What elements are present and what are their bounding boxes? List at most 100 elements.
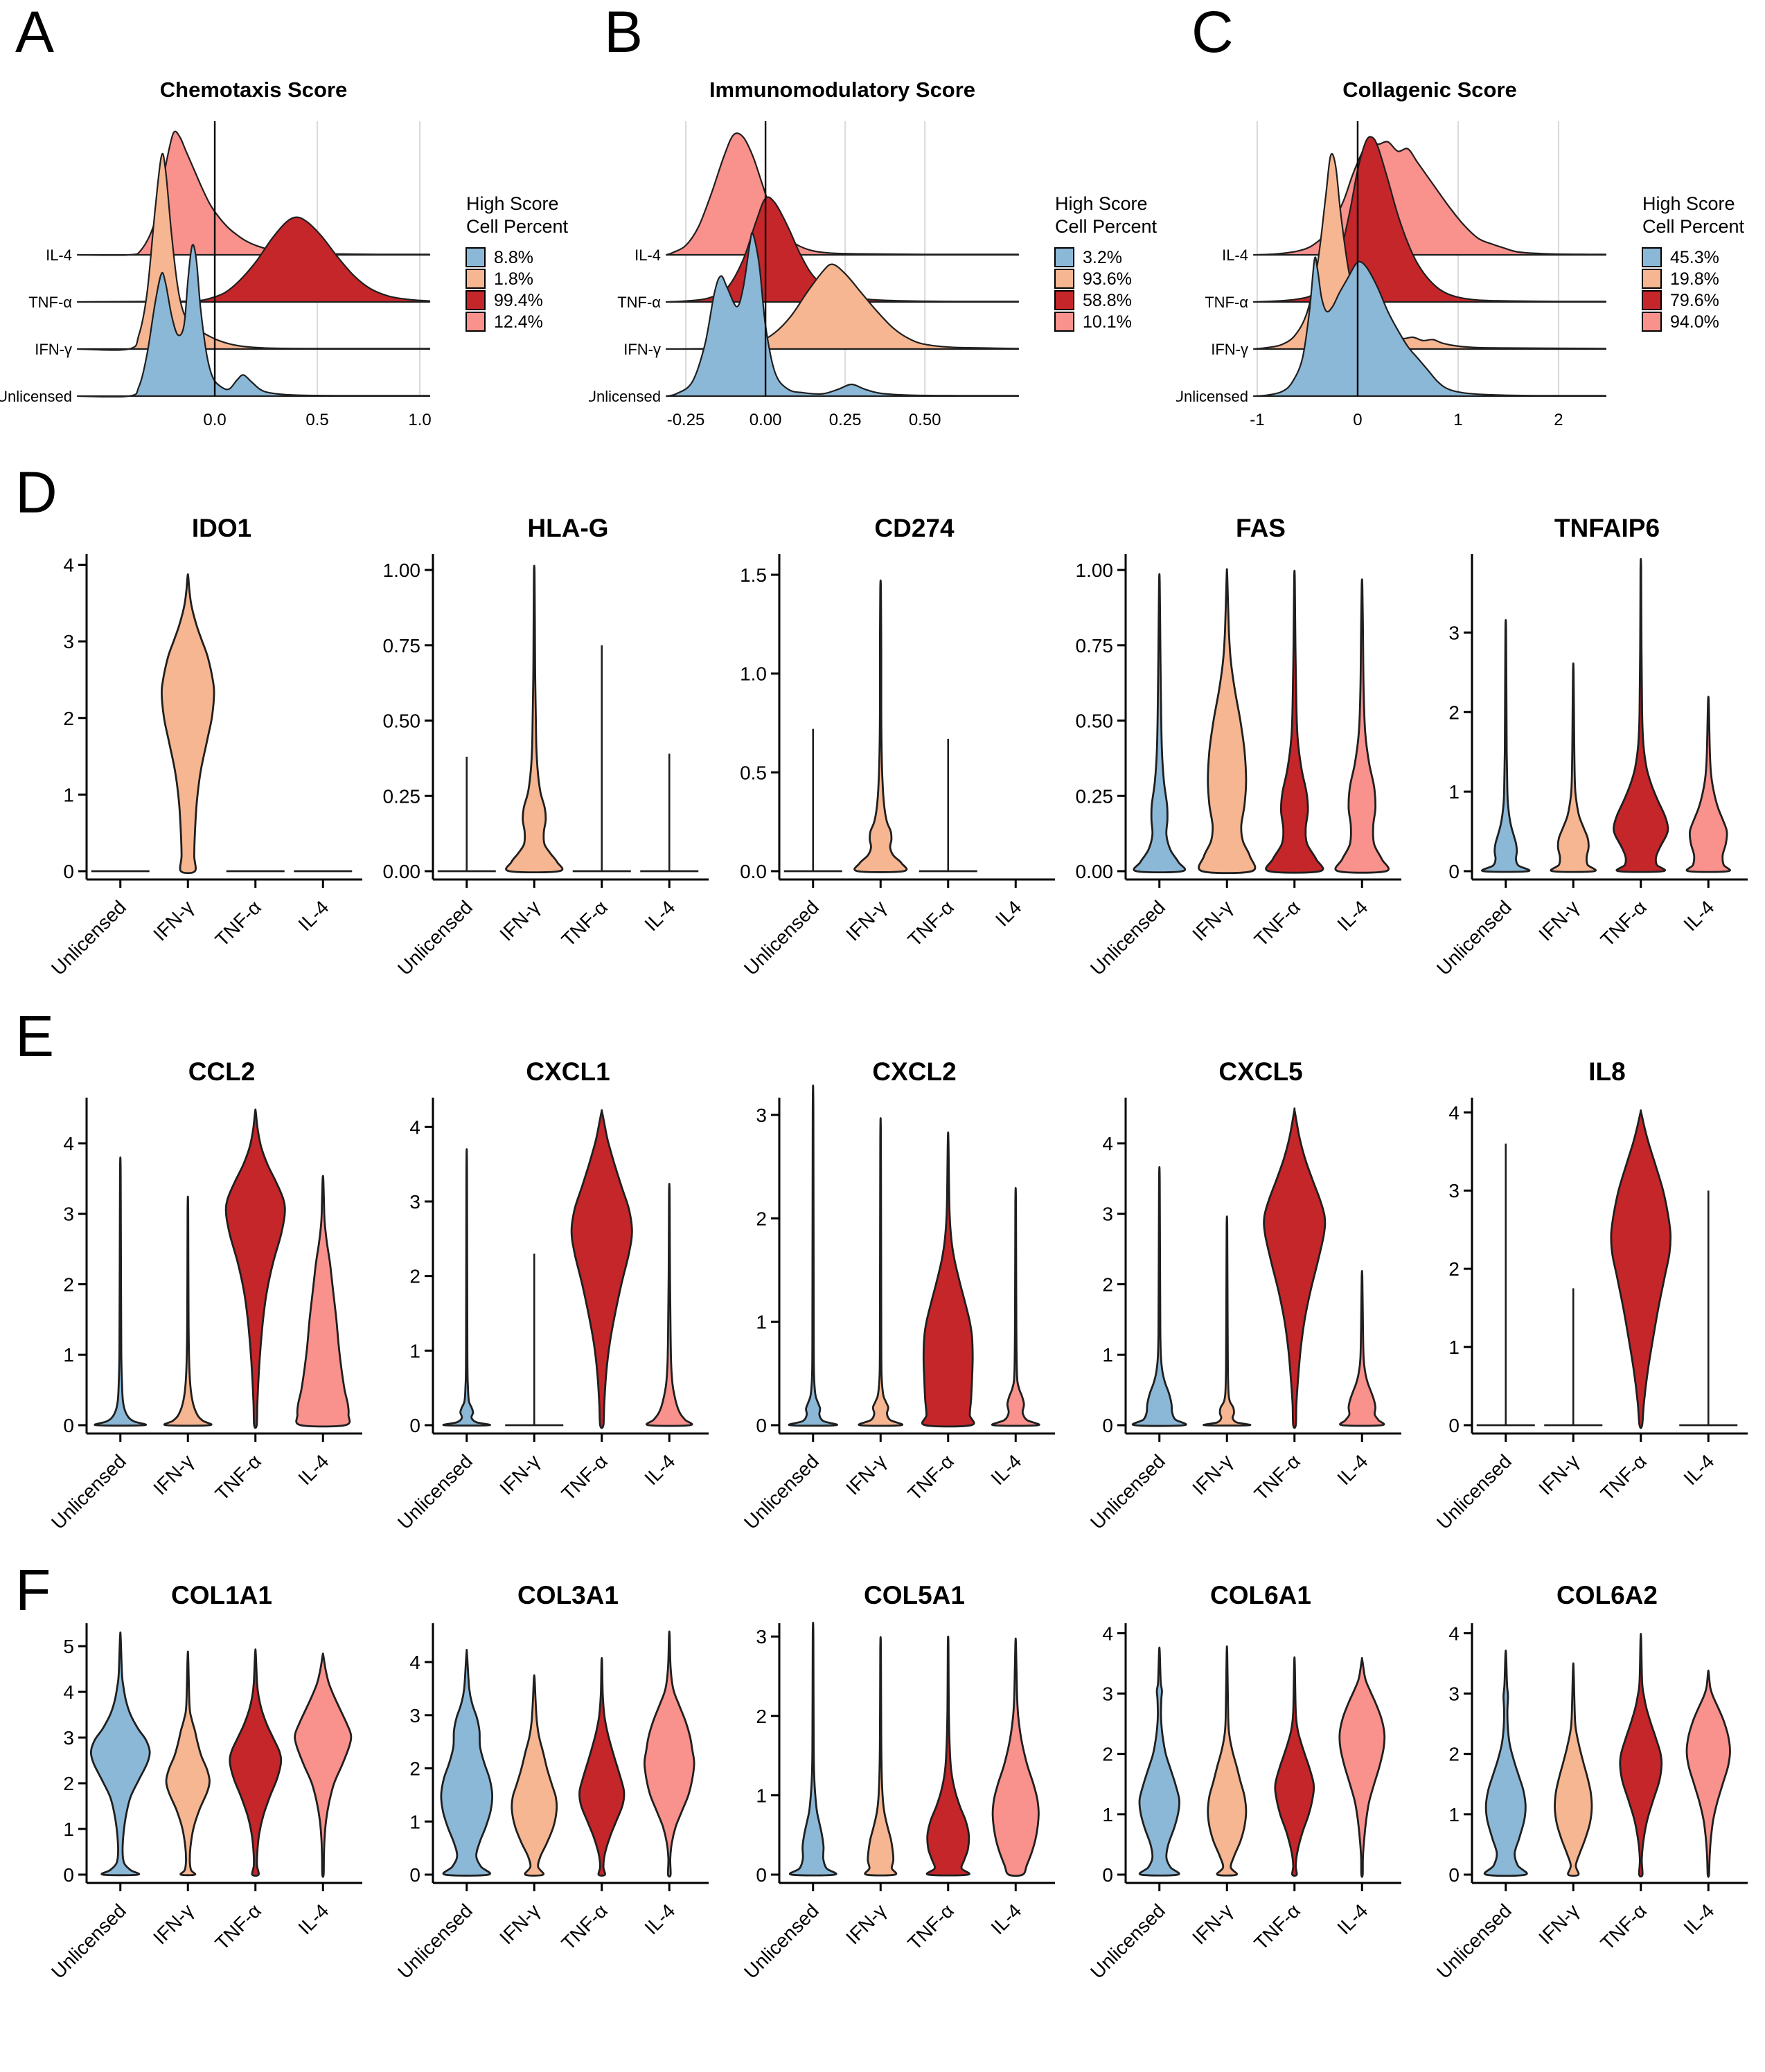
y-tick-label: 1.00: [383, 560, 421, 581]
x-category-label: IL-4: [1679, 896, 1718, 935]
y-tick-label: 0.00: [383, 861, 421, 882]
violin-TNF-α: [1274, 1656, 1315, 1877]
y-tick-label: 2: [756, 1706, 767, 1727]
x-category-label: IFN-γ: [842, 1900, 890, 1948]
x-category-label: TNF-α: [1597, 1900, 1651, 1954]
panel-E: E 0 1 2 3 4 Unlicensed IFN-γ TNF-α IL-4 CCL2 0 1 2 3 4…: [0, 1004, 1765, 1558]
ridge-density-Unlicensed: [665, 232, 1020, 398]
legend-label: 93.6%: [1083, 269, 1132, 289]
y-tick-label: 0: [63, 861, 74, 882]
violin-subplot-COL6A2: 0 1 2 3 4 Unlicensed IFN-γ TNF-α IL-4 COL6A2: [1406, 1561, 1753, 2070]
y-tick-label: 0.25: [383, 785, 421, 807]
legend-label: 12.4%: [494, 312, 543, 332]
x-tick-label: 0.5: [305, 411, 328, 429]
violin-IFN-γ: [1207, 1645, 1248, 1877]
x-category-label: TNF-α: [904, 896, 958, 950]
x-tick-label: -0.25: [667, 411, 705, 429]
legend-title-line: High Score: [466, 193, 559, 214]
violin-TNF-α: [921, 1131, 975, 1428]
y-tick-label: 2: [1102, 1744, 1113, 1765]
legend-label: 19.8%: [1670, 269, 1719, 289]
y-tick-label: 0.25: [1076, 785, 1114, 807]
y-tick-label: 0: [1102, 1415, 1113, 1436]
violin-TNF-α: [1610, 1109, 1672, 1429]
legend-label: 3.2%: [1083, 248, 1122, 267]
ridge-density-Unlicensed: [76, 244, 431, 398]
x-category-label: Unlicensed: [1086, 896, 1169, 979]
ridge-category-label: TNF-α: [617, 294, 661, 311]
ridge-density-IL-4: [1252, 139, 1607, 256]
x-category-label: IFN-γ: [1188, 896, 1236, 945]
chart-title: FAS: [1236, 514, 1286, 542]
violin-IFN-γ: [858, 1117, 904, 1427]
y-tick-label: 1: [63, 1819, 74, 1840]
violin-Unlicensed: [94, 1156, 147, 1427]
panel-A-ridge-chart: Chemotaxis Score IL-4 TNF-α IFN-γ Unlicensed…: [0, 0, 589, 457]
violin-Unlicensed: [89, 1631, 151, 1877]
y-tick-label: 0.00: [1076, 861, 1114, 882]
panel-F-letter: F: [15, 1557, 51, 1623]
y-tick-label: 4: [1102, 1133, 1113, 1154]
violin-Unlicensed: [442, 1148, 491, 1427]
y-tick-label: 2: [63, 1274, 74, 1295]
ridge-category-label: IFN-γ: [35, 341, 72, 358]
ridge-category-label: TNF-α: [28, 294, 72, 311]
ridge-density-IL-4: [76, 130, 431, 256]
x-category-label: Unlicensed: [1433, 1450, 1516, 1533]
chart-title: CCL2: [188, 1057, 256, 1086]
violin-chart-COL6A1: 0 1 2 3 4 Unlicensed IFN-γ TNF-α IL-4 COL6A1: [1086, 1581, 1401, 1983]
violin-IL-4: [991, 1637, 1040, 1877]
ridge-density-Unlicensed: [1252, 256, 1607, 398]
x-category-label: IL-4: [640, 1900, 679, 1938]
y-tick-label: 3: [756, 1626, 767, 1647]
panel-C-ridge-chart: Collagenic Score IL-4 TNF-α IFN-γ Unlicensed…: [1176, 0, 1765, 457]
y-tick-label: 4: [409, 1652, 420, 1673]
y-tick-label: 1.00: [1076, 560, 1114, 581]
x-category-label: IL-4: [986, 1450, 1025, 1489]
violin-IL-4: [1685, 695, 1731, 873]
violin-TNF-α: [578, 1656, 626, 1877]
legend-label: 99.4%: [494, 291, 543, 310]
y-tick-label: 0: [1448, 861, 1460, 882]
ridge-category-label: Unlicensed: [0, 388, 72, 405]
y-tick-label: 4: [1448, 1102, 1460, 1123]
violin-Unlicensed: [788, 1621, 837, 1877]
legend-swatch-peach: [1642, 269, 1662, 289]
violin-chart-IL8: 0 1 2 3 4 Unlicensed IFN-γ TNF-α IL-4 IL8: [1433, 1057, 1748, 1533]
x-category-label: IL-4: [640, 1450, 679, 1489]
violin-Unlicensed: [440, 1648, 494, 1877]
y-tick-label: 3: [1448, 1180, 1460, 1202]
x-category-label: TNF-α: [558, 1900, 612, 1954]
y-tick-label: 0: [1448, 1415, 1460, 1436]
y-tick-label: 2: [1448, 702, 1460, 723]
legend-swatch-pink: [465, 312, 486, 332]
x-tick-label: 0: [1353, 411, 1362, 429]
y-tick-label: 3: [1102, 1684, 1113, 1705]
violin-Unlicensed: [1483, 1650, 1528, 1877]
x-category-label: Unlicensed: [47, 896, 130, 979]
violin-TNF-α: [1263, 1107, 1327, 1429]
legend-title-line: High Score: [1642, 193, 1735, 214]
ridge-category-label: Unlicensed: [1176, 388, 1248, 405]
legend-swatch-blue: [465, 247, 486, 267]
y-tick-label: 0.5: [740, 762, 767, 783]
x-category-label: Unlicensed: [740, 896, 823, 979]
y-tick-label: 0: [1102, 1864, 1113, 1886]
legend-title-line: Cell Percent: [466, 216, 569, 237]
violin-Unlicensed: [1481, 619, 1531, 873]
chart-title: CD274: [874, 514, 955, 542]
y-tick-label: 1: [409, 1340, 420, 1361]
y-tick-label: 3: [63, 1204, 74, 1225]
x-tick-label: 2: [1554, 411, 1563, 429]
violin-chart-HLA-G: 0.00 0.25 0.50 0.75 1.00 Unlicensed IFN-γ TNF-α…: [383, 514, 709, 979]
y-tick-label: 2: [409, 1266, 420, 1287]
violin-subplot-CXCL5: 0 1 2 3 4 Unlicensed IFN-γ TNF-α IL-4 CXCL5: [1060, 1008, 1406, 1555]
y-tick-label: 1: [63, 784, 74, 805]
x-tick-label: -1: [1250, 411, 1264, 429]
x-category-label: IL-4: [1333, 1450, 1372, 1489]
x-category-label: IFN-γ: [149, 896, 197, 945]
x-category-label: Unlicensed: [740, 1900, 823, 1983]
violin-chart-TNFAIP6: 0 1 2 3 Unlicensed IFN-γ TNF-α IL-4 TNFAIP6: [1433, 514, 1748, 979]
violin-subplot-IDO1: 0 1 2 3 4 Unlicensed IFN-γ TNF-α IL-4 IDO1: [21, 471, 367, 997]
